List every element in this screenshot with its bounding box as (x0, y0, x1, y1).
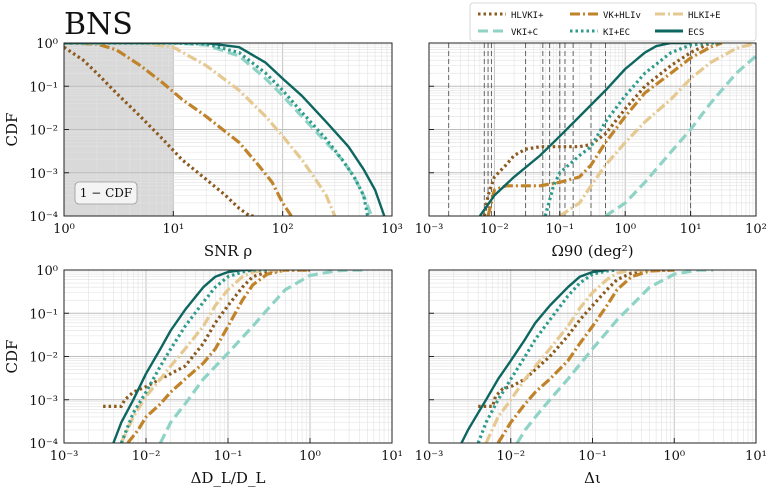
x-tick-label: 10⁻³ (50, 449, 79, 464)
legend-label: HLKI+E (688, 11, 721, 21)
x-tick-label: 10⁻¹ (214, 449, 243, 464)
series-hlki-e (119, 270, 286, 443)
y-tick-label: 10⁻⁴ (29, 437, 58, 452)
snr-panel: 10⁰ 10¹ 10² 10³ 10⁻⁴ 10⁻³ 10⁻² 10⁻¹ 10⁰ SNR ρ CDF 1… (3, 37, 403, 260)
x-tick-label: 10² (745, 222, 767, 237)
y-tick-label: 10⁰ (36, 264, 58, 279)
grid (428, 270, 756, 444)
figure-title: BNS (64, 7, 133, 42)
series-vk-hliv (64, 43, 293, 216)
series-vk-hliv (126, 270, 310, 443)
y-tick-label: 10⁻³ (29, 167, 58, 182)
distance-error-panel: 10⁻³ 10⁻² 10⁻¹ 10⁰ 10¹10⁻⁴10⁻³10⁻²10⁻¹10⁰ΔD_… (3, 264, 403, 487)
series-vki-c (515, 270, 714, 443)
y-tick-label: 10⁻¹ (29, 80, 58, 95)
series-vki-c (64, 43, 373, 216)
series-hlki-e (558, 43, 756, 216)
x-tick-label: 10⁰ (614, 222, 636, 237)
x-axis-label: Ω90 (deg²) (551, 242, 633, 260)
x-tick-label: 10⁰ (299, 449, 321, 464)
series-ki-ec (64, 43, 370, 216)
legend-label: KI+EC (603, 28, 630, 38)
y-tick-label: 10⁻¹ (29, 307, 58, 322)
x-tick-label: 10⁻³ (415, 222, 444, 237)
y-tick-label: 10⁻³ (29, 394, 58, 409)
legend-label: VK+HLIv (603, 11, 641, 21)
inclination-error-panel: 10⁻³ 10⁻² 10⁻¹ 10⁰ 10¹ Δι (415, 269, 767, 487)
x-tick-label: 10⁻² (480, 222, 509, 237)
x-axis-label: Δι (584, 469, 601, 487)
x-tick-label: 10⁻³ (415, 449, 444, 464)
series-hlvki- (478, 270, 675, 408)
x-tick-label: 10² (272, 222, 294, 237)
series-ecs (460, 270, 608, 443)
legend-label: HLVKI+ (511, 11, 544, 21)
grid (428, 43, 756, 217)
annotation-label: 1 − CDF (80, 186, 132, 200)
series-ecs (112, 270, 253, 443)
annotation-box (74, 181, 138, 205)
series-hlvki- (64, 45, 255, 216)
legend-label: ECS (688, 28, 704, 38)
series-hlvki- (103, 270, 310, 408)
series-vki-c (604, 54, 756, 216)
y-axis-label: CDF (3, 340, 21, 374)
x-tick-label: 10⁻² (496, 449, 525, 464)
x-axis-label: SNR ρ (204, 242, 252, 260)
x-tick-label: 10⁻² (132, 449, 161, 464)
series-ecs (478, 43, 691, 216)
legend-frame (469, 2, 757, 42)
x-tick-label: 10⁻¹ (545, 222, 574, 237)
x-tick-label: 10¹ (745, 449, 767, 464)
series-hlvki- (482, 43, 712, 216)
series-hlki-e (64, 43, 337, 216)
x-tick-label: 10¹ (680, 222, 702, 237)
x-tick-label: 10¹ (162, 222, 184, 237)
y-tick-label: 10⁻² (29, 124, 58, 139)
series-vk-hliv (486, 43, 723, 216)
y-tick-label: 10⁰ (36, 37, 58, 52)
y-tick-label: 10⁻⁴ (29, 210, 58, 225)
x-tick-label: 10⁰ (53, 222, 75, 237)
y-tick-label: 10⁻² (29, 351, 58, 366)
series-hlki-e (484, 270, 650, 443)
y-axis-label: CDF (3, 113, 21, 147)
series-ecs (64, 43, 386, 216)
grid (63, 270, 392, 444)
x-tick-label: 10⁻¹ (578, 449, 607, 464)
legend-label: VKI+C (511, 28, 538, 38)
sky-area-panel: 10⁻³ 10⁻² 10⁻¹ 10⁰ 10¹ 10² Ω90 (deg²) (415, 42, 767, 260)
x-tick-label: 10¹ (381, 449, 403, 464)
x-tick-label: 10³ (381, 222, 403, 237)
x-axis-label: ΔD_L/D_L (191, 469, 266, 487)
legend: HLVKI+ VK+HLIv HLKI+E VKI+C KI+EC ECS (469, 2, 757, 42)
x-tick-label: 10⁰ (663, 449, 685, 464)
series-vk-hliv (496, 270, 675, 443)
series-ki-ec (119, 270, 268, 443)
